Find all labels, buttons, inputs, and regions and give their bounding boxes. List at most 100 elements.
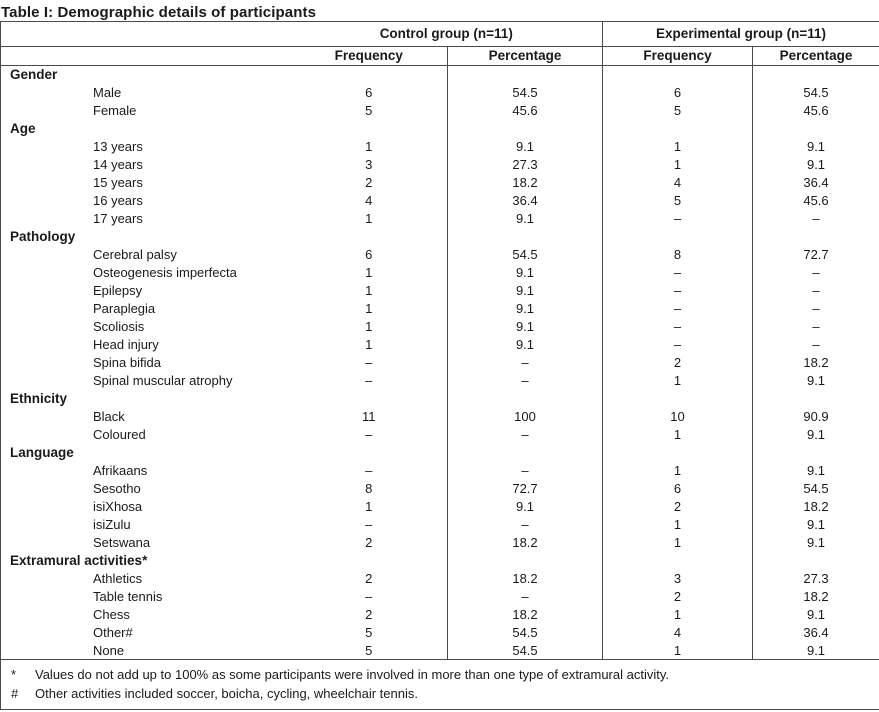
cell-value: – — [290, 587, 448, 606]
cell-value: 11 — [290, 407, 448, 426]
cell-value: 54.5 — [447, 83, 603, 102]
empty-cell — [602, 389, 753, 408]
cell-value: 5 — [290, 641, 448, 660]
empty-cell — [753, 444, 879, 462]
header-spacer — [0, 46, 291, 66]
table-row: Spinal muscular atrophy – –1 9.1 — [1, 371, 879, 390]
cell-value: 18.2 — [447, 605, 603, 624]
control-frequency-header: Frequency — [290, 46, 448, 66]
footnote-asterisk: * Values do not add up to 100% as some p… — [11, 665, 871, 684]
cell-value: 9.1 — [806, 373, 826, 388]
cell-value: 3 — [290, 155, 448, 174]
cell-value: 18.2 — [803, 499, 829, 514]
table-body: Gender Male 6 54.5 6 54.5 Female 5 45.6 5 45.6 Age 1… — [1, 65, 879, 660]
demographics-table: Control group (n=11) Experimental group … — [0, 21, 879, 710]
row-label: 16 years — [93, 193, 143, 208]
table-row: Other# 5 54.5 4 36.4 — [1, 623, 879, 642]
cell-value: – — [602, 209, 753, 228]
section-header-row: Age — [1, 119, 879, 138]
cell-value: 9.1 — [447, 497, 603, 516]
cell-value: 2 — [290, 173, 448, 192]
footnote-row: * Values do not add up to 100% as some p… — [0, 659, 879, 710]
cell-value: 4 — [602, 623, 753, 642]
row-label: Setswana — [93, 535, 151, 550]
empty-cell — [753, 552, 879, 570]
cell-value: 5 — [602, 191, 753, 210]
cell-value: 1 — [602, 461, 753, 480]
footnotes: * Values do not add up to 100% as some p… — [0, 659, 879, 710]
cell-value: 18.2 — [803, 589, 829, 604]
cell-value: 4 — [602, 173, 753, 192]
row-label: isiXhosa — [93, 499, 143, 514]
row-label: Table tennis — [93, 589, 163, 604]
cell-value: 6 — [602, 83, 753, 102]
cell-value: 1 — [602, 605, 753, 624]
row-label: Athletics — [93, 571, 143, 586]
page-title: Table I: Demographic details of particip… — [1, 4, 317, 21]
table-row: Chess 2 18.2 1 9.1 — [1, 605, 879, 624]
cell-value: 3 — [602, 569, 753, 588]
cell-value: – — [812, 319, 820, 334]
table-row: Female 5 45.6 5 45.6 — [1, 101, 879, 120]
section-header-row: Ethnicity — [1, 389, 879, 408]
control-group-header: Control group (n=11) — [290, 21, 603, 47]
header-spacer — [0, 21, 291, 47]
table-row: isiXhosa 1 9.1 2 18.2 — [1, 497, 879, 516]
cell-value: 4 — [290, 191, 448, 210]
row-label: Epilepsy — [93, 283, 143, 298]
experimental-percentage-header: Percentage — [752, 46, 879, 66]
table-row: Scoliosis 1 9.1– – — [1, 317, 879, 336]
cell-value: 1 — [602, 515, 753, 534]
row-label: 13 years — [93, 139, 143, 154]
cell-value: 5 — [602, 101, 753, 120]
cell-value: – — [812, 265, 820, 280]
cell-value: 54.5 — [447, 641, 603, 660]
cell-value: – — [290, 425, 448, 444]
cell-value: – — [447, 587, 603, 606]
row-label: Male — [93, 85, 122, 100]
row-label: 15 years — [93, 175, 143, 190]
cell-value: 1 — [290, 263, 448, 282]
empty-cell — [290, 389, 448, 408]
cell-value: 9.1 — [806, 463, 826, 478]
row-label: Cerebral palsy — [93, 247, 177, 262]
table-row: Sesotho 8 72.7 6 54.5 — [1, 479, 879, 498]
empty-cell — [290, 551, 448, 570]
cell-value: – — [447, 461, 603, 480]
cell-value: 9.1 — [447, 335, 603, 354]
cell-value: – — [602, 317, 753, 336]
section-header-row: Extramural activities* — [1, 551, 879, 570]
cell-value: – — [602, 335, 753, 354]
cell-value: 1 — [290, 335, 448, 354]
cell-value: – — [602, 263, 753, 282]
empty-cell — [602, 227, 753, 246]
table-row: Spina bifida – –2 18.2 — [1, 353, 879, 372]
footnote-symbol: * — [11, 667, 17, 682]
cell-value: 1 — [602, 425, 753, 444]
table-row: 13 years 1 9.1 1 9.1 — [1, 137, 879, 156]
cell-value: 54.5 — [803, 85, 829, 100]
table-row: 16 years 4 36.4 5 45.6 — [1, 191, 879, 210]
cell-value: 36.4 — [447, 191, 603, 210]
cell-value: 9.1 — [806, 535, 826, 550]
row-label: Osteogenesis imperfecta — [93, 265, 237, 280]
empty-cell — [602, 551, 753, 570]
cell-value: 9.1 — [806, 427, 826, 442]
table-row: Table tennis – –2 18.2 — [1, 587, 879, 606]
table-row: Male 6 54.5 6 54.5 — [1, 83, 879, 102]
cell-value: – — [447, 425, 603, 444]
table-row: Setswana 2 18.2 1 9.1 — [1, 533, 879, 552]
empty-cell — [290, 65, 448, 84]
footnote-symbol: # — [11, 686, 19, 701]
cell-value: 72.7 — [803, 247, 829, 262]
table-row: 14 years 3 27.3 1 9.1 — [1, 155, 879, 174]
cell-value: 2 — [290, 569, 448, 588]
cell-value: 6 — [290, 245, 448, 264]
cell-value: 54.5 — [447, 245, 603, 264]
footnote-text: Values do not add up to 100% as some par… — [35, 667, 669, 682]
row-label: Paraplegia — [93, 301, 156, 316]
cell-value: – — [290, 371, 448, 390]
cell-value: 1 — [290, 137, 448, 156]
cell-value: 18.2 — [447, 173, 603, 192]
table-row: Black 11 100 10 90.9 — [1, 407, 879, 426]
